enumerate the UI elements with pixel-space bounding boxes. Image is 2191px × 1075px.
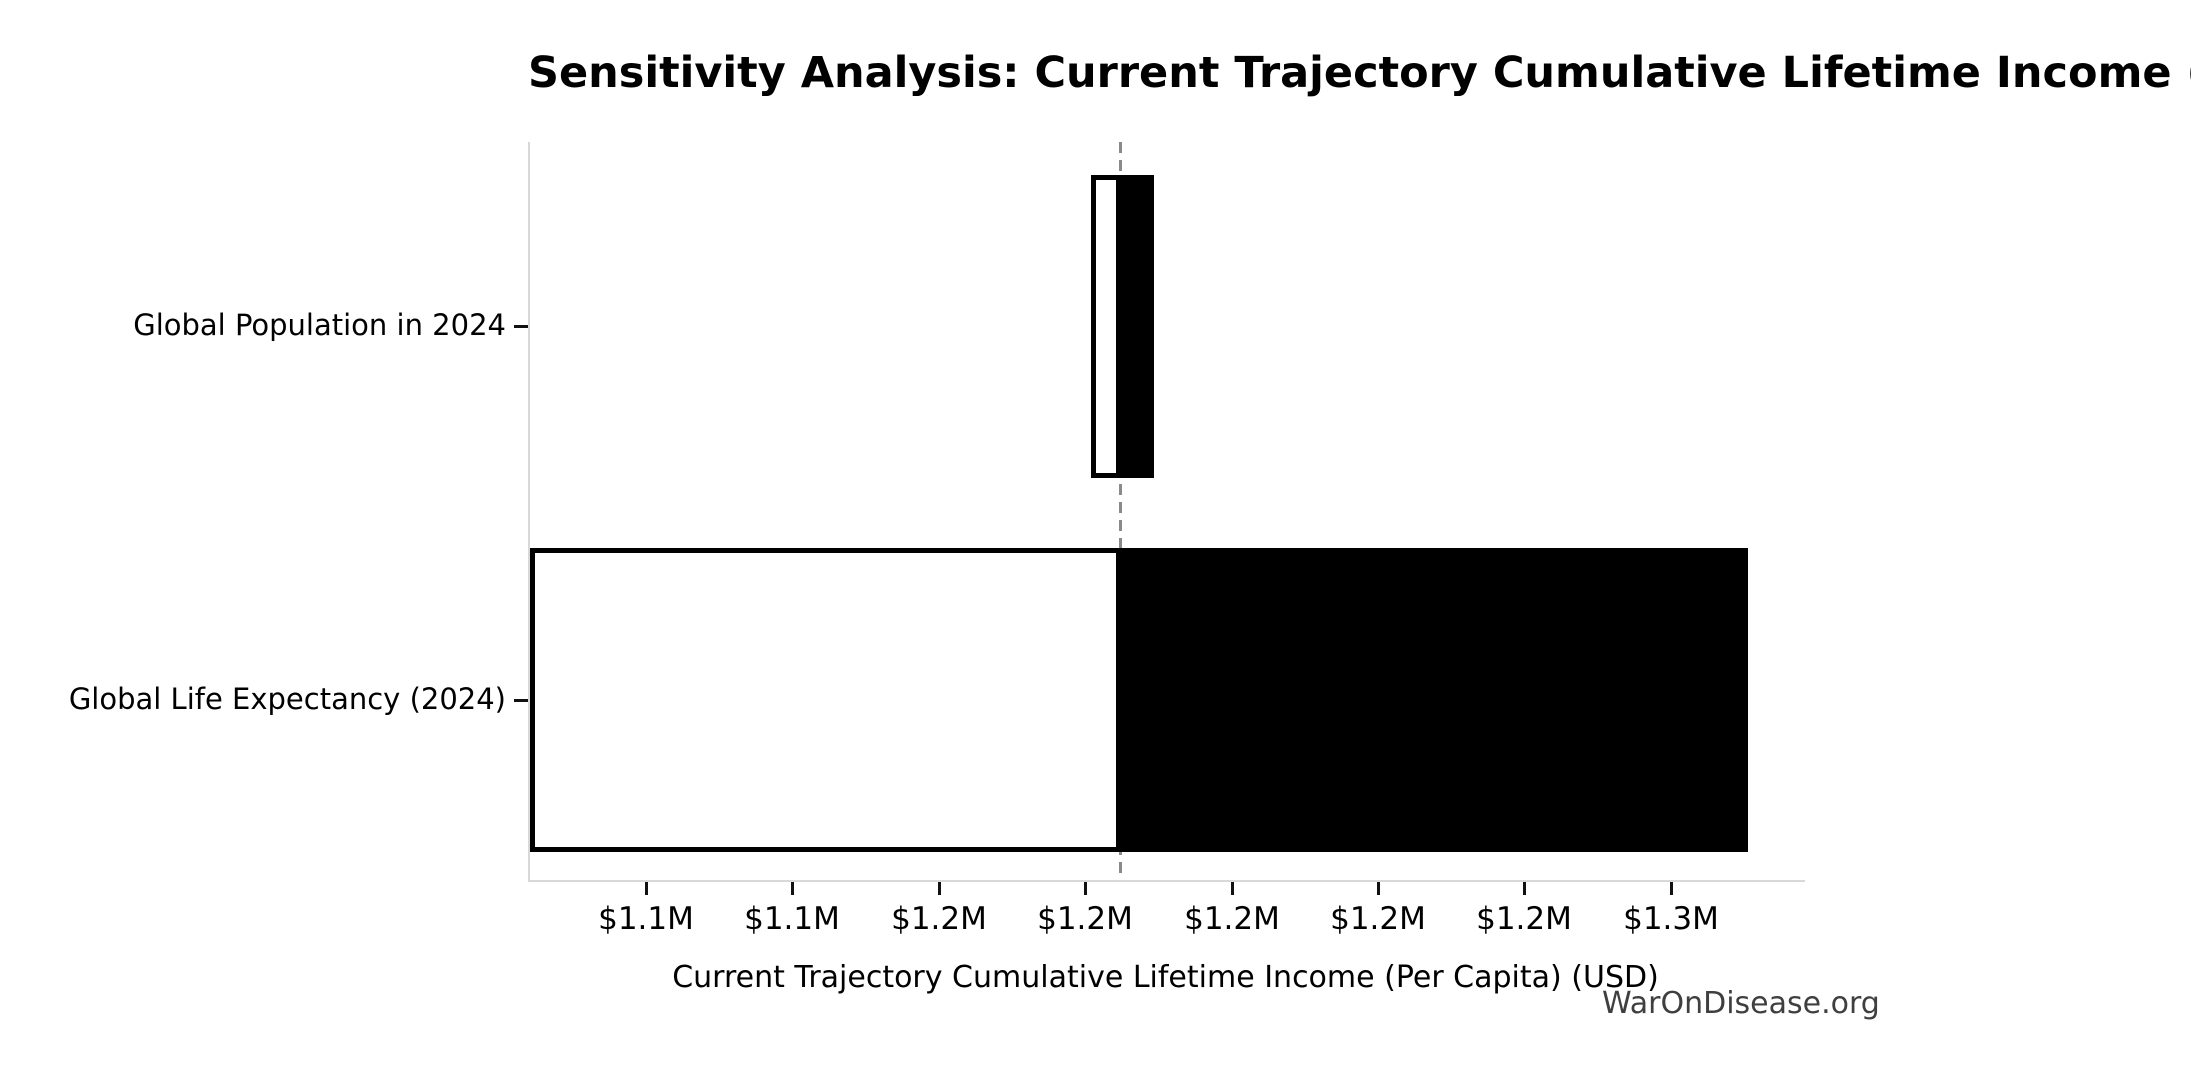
x-tick-label: $1.2M (891, 901, 987, 937)
x-tick-mark (791, 882, 794, 895)
x-tick-mark (1231, 882, 1234, 895)
y-category-label-life-expectancy: Global Life Expectancy (2024) (68, 682, 506, 716)
x-tick-label: $1.1M (744, 901, 840, 937)
x-tick-mark (1084, 882, 1087, 895)
bar-life-expectancy-high (1120, 548, 1748, 852)
y-category-label-global-population: Global Population in 2024 (133, 308, 506, 342)
base-value-dashed-line (1119, 142, 1122, 880)
x-tick-label: $1.2M (1037, 901, 1133, 937)
y-tick-mark (514, 325, 528, 328)
plot-area (528, 142, 1805, 882)
x-tick-mark (645, 882, 648, 895)
x-tick-mark (1523, 882, 1526, 895)
x-axis-label: Current Trajectory Cumulative Lifetime I… (672, 960, 1659, 995)
bar-global-population-low (1091, 175, 1121, 478)
y-tick-mark (514, 699, 528, 702)
x-tick-label: $1.2M (1476, 901, 1572, 937)
x-tick-mark (1670, 882, 1673, 895)
x-tick-mark (938, 882, 941, 895)
watermark: WarOnDisease.org (1602, 986, 1880, 1021)
x-tick-label: $1.1M (598, 901, 694, 937)
x-tick-label: $1.3M (1623, 901, 1719, 937)
x-tick-label: $1.2M (1330, 901, 1426, 937)
x-tick-label: $1.2M (1184, 901, 1280, 937)
bar-global-population-high (1120, 175, 1154, 478)
chart-title: Sensitivity Analysis: Current Trajectory… (528, 48, 2191, 98)
bar-life-expectancy-low (530, 548, 1121, 852)
x-tick-mark (1377, 882, 1380, 895)
